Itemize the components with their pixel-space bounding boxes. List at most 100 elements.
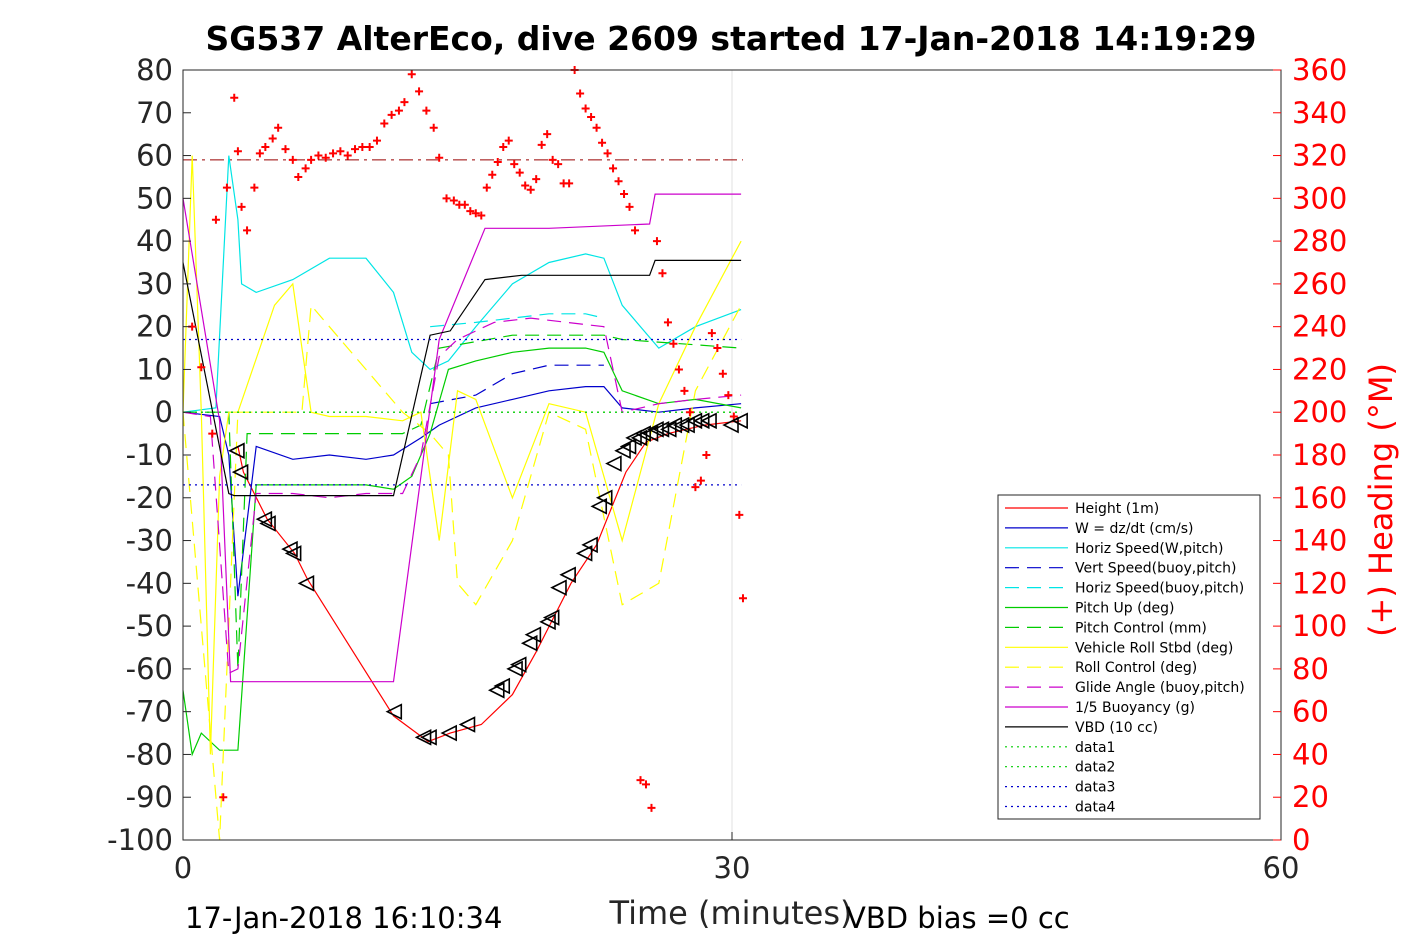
heading-point [307, 155, 316, 164]
triangle-marker [595, 489, 613, 507]
heading-point [460, 200, 469, 209]
legend-label: data3 [1075, 780, 1115, 796]
legend-label: Horiz Speed(buoy,pitch) [1075, 581, 1244, 597]
triangle-marker [652, 421, 670, 438]
heading-point [674, 365, 683, 374]
triangle-marker [625, 429, 642, 447]
heading-point [620, 190, 629, 199]
heading-point [351, 145, 360, 154]
triangle-marker [524, 626, 542, 643]
heading-point [211, 215, 220, 224]
triangle-marker [414, 729, 432, 746]
heading-point [422, 106, 431, 115]
heading-point [499, 143, 508, 151]
triangle-marker [672, 416, 690, 434]
y-tick-label: 30 [136, 267, 173, 301]
legend-label: data1 [1075, 740, 1115, 756]
heading-point [724, 391, 733, 400]
heading-point [387, 110, 396, 119]
heading-point [691, 483, 700, 492]
series-line-10 [182, 193, 742, 683]
y-tick-label: -90 [126, 780, 173, 814]
triangle-marker [722, 416, 739, 434]
y-right-tick-label: 340 [1292, 96, 1347, 130]
heading-point [435, 153, 444, 162]
heading-point [250, 183, 259, 192]
triangle-marker [731, 412, 748, 430]
heading-point [504, 136, 513, 145]
triangle-marker [228, 442, 245, 460]
y-right-tick-label: 160 [1292, 481, 1347, 515]
y-right-tick-label: 300 [1292, 181, 1347, 215]
heading-point [281, 145, 290, 154]
heading-point [336, 147, 345, 156]
series-lines [182, 155, 743, 841]
legend: Height (1m) W = dz/dt (cm/s) Horiz Speed(W… [997, 494, 1261, 820]
heading-point [261, 143, 270, 151]
triangle-marker [542, 609, 560, 626]
triangle-marker [590, 498, 608, 515]
heading-point [543, 130, 552, 139]
triangle-marker [420, 729, 437, 746]
chart-title: SG537 AlterEco, dive 2609 started 17-Jan… [205, 19, 1256, 58]
y-right-tick-label: 100 [1292, 609, 1347, 643]
heading-point [268, 134, 277, 143]
triangle-marker [550, 579, 567, 596]
series-line-11 [182, 259, 742, 497]
x-tick-label: 60 [1263, 851, 1300, 885]
heading-point [394, 106, 403, 115]
heading-point [609, 164, 618, 173]
triangle-marker [678, 416, 695, 434]
y-tick-label: 20 [136, 310, 173, 344]
heading-point [526, 185, 535, 194]
heading-point [587, 113, 596, 122]
legend-label: Horiz Speed(W,pitch) [1075, 541, 1223, 557]
heading-point [219, 793, 228, 802]
y-right-tick-label: 200 [1292, 395, 1347, 429]
heading-point [641, 780, 650, 789]
y-right-tick-label: 360 [1292, 53, 1347, 87]
heading-point [625, 202, 634, 211]
y-tick-label: -30 [126, 524, 173, 558]
heading-point [288, 155, 297, 164]
y-tick-label: -70 [126, 695, 173, 729]
y-right-tick-label: 320 [1292, 139, 1347, 173]
triangle-marker [634, 425, 651, 442]
triangle-marker [259, 515, 276, 532]
heading-point [532, 175, 541, 184]
triangle-marker [509, 656, 527, 673]
heading-point [680, 386, 689, 395]
heading-point [294, 172, 303, 181]
y-tick-label: 80 [136, 53, 173, 87]
markers [188, 66, 748, 812]
heading-point [669, 339, 678, 348]
y-right-tick-label: 240 [1292, 310, 1347, 344]
heading-point [652, 237, 661, 246]
legend-label: Pitch Control (mm) [1075, 620, 1207, 636]
heading-point [230, 93, 239, 102]
heading-point [647, 803, 656, 812]
legend-label: data4 [1075, 800, 1116, 816]
heading-point [598, 138, 607, 147]
y-right-tick-label: 0 [1292, 823, 1310, 857]
heading-point [537, 140, 546, 149]
heading-point [442, 194, 451, 203]
y-right-tick-label: 40 [1292, 737, 1329, 771]
legend-label: VBD (10 cc) [1075, 720, 1158, 736]
footer-timestamp: 17-Jan-2018 16:10:34 [185, 901, 502, 935]
legend-label: Roll Control (deg) [1075, 660, 1197, 676]
heading-point [407, 70, 416, 79]
heading-point [329, 149, 338, 158]
series-line-3 [429, 364, 604, 405]
heading-point [718, 369, 727, 378]
y-tick-label: 60 [136, 139, 173, 173]
triangle-marker [297, 575, 315, 592]
y-tick-label: 10 [136, 352, 173, 386]
y-tick-label: 40 [136, 224, 173, 258]
triangle-marker [493, 677, 511, 695]
y-right-tick-label: 60 [1292, 695, 1329, 729]
y-right-tick-label: 260 [1292, 267, 1347, 301]
heading-point [707, 329, 716, 338]
heading-point [274, 123, 283, 132]
heading-point [702, 451, 711, 459]
